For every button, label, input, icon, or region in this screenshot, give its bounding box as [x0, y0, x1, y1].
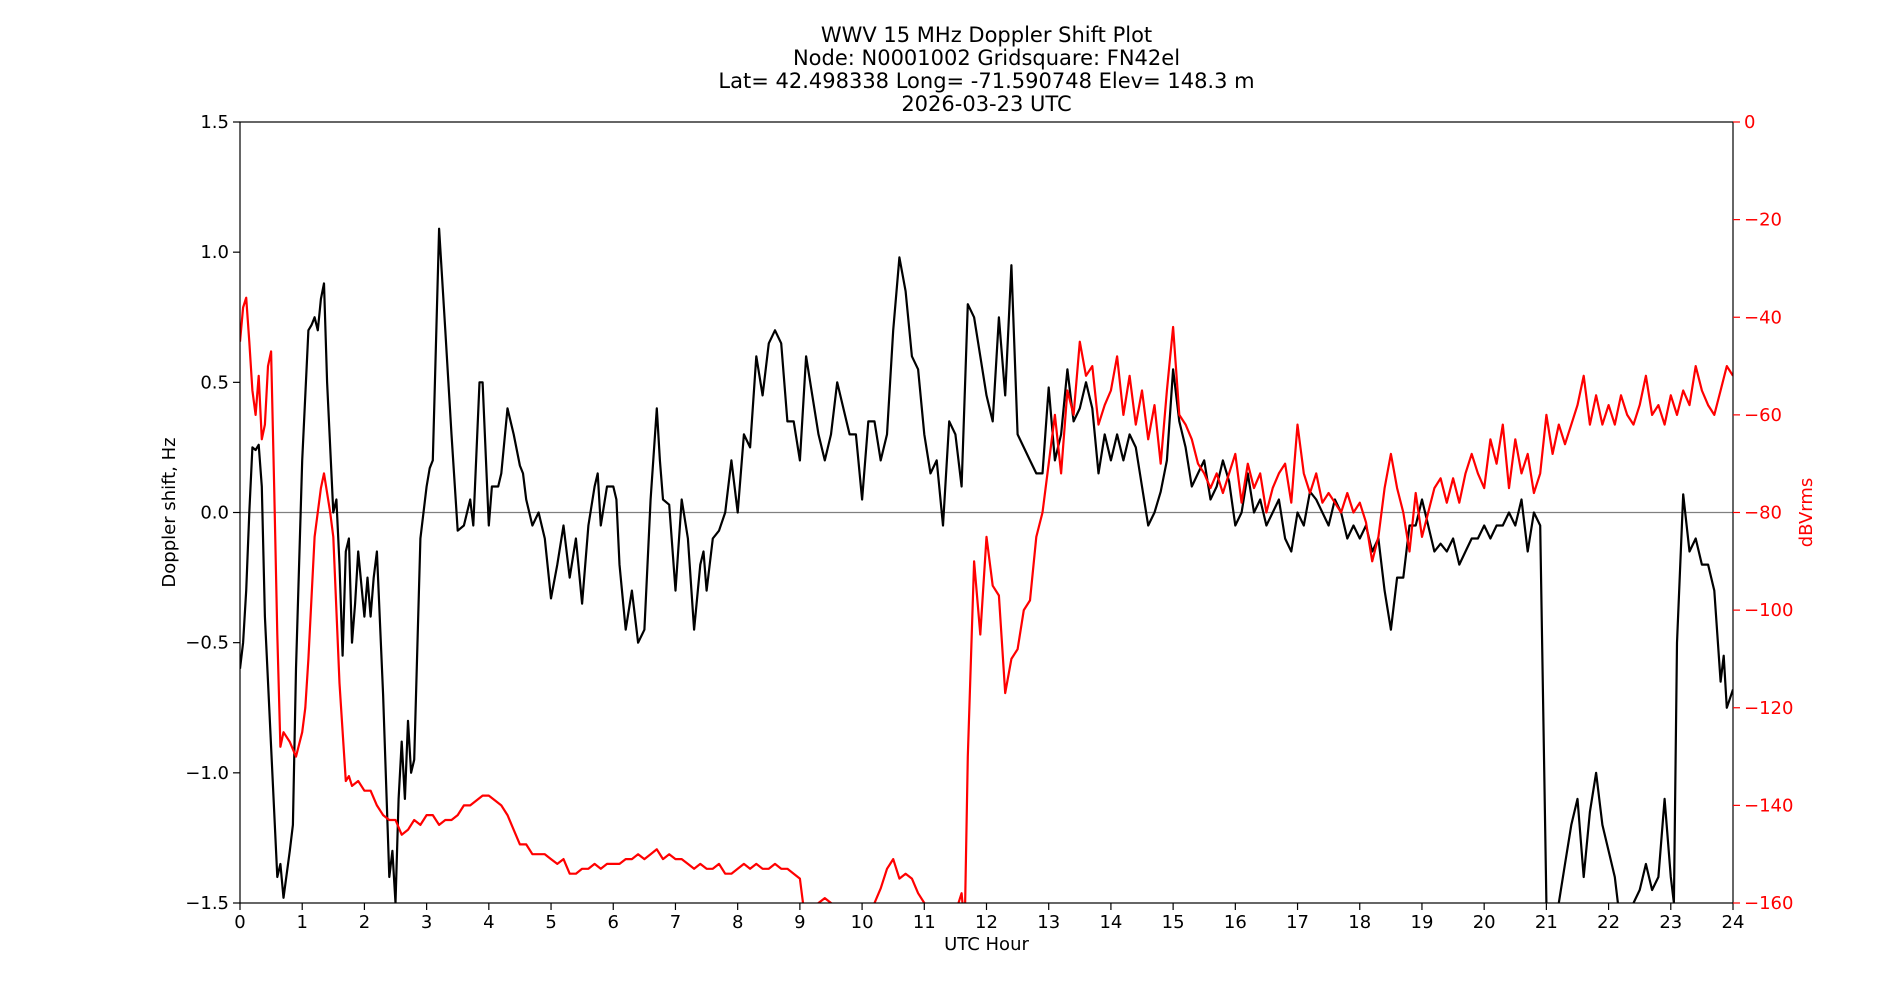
- series-layer: [240, 227, 1733, 903]
- x-tick-label-1: 1: [296, 912, 307, 933]
- y-axis-left: 1.5 1.0 0.5 0.0 −0.5 −1.0 −1.5: [185, 112, 240, 914]
- x-tick-label-3: 3: [421, 912, 432, 933]
- x-axis: 0 1 2 3 4 5 6 7 8 9 10 11 12 13 14 15 16 17 18 19 20 21 22 23 24: [234, 903, 1744, 933]
- y-axis-label-left: Doppler shift, Hz: [159, 437, 180, 587]
- y-right-tick-label: −20: [1744, 210, 1782, 231]
- x-tick-label-4: 4: [483, 912, 494, 933]
- y-right-tick-label: −80: [1744, 503, 1782, 524]
- x-tick-label-23: 23: [1659, 912, 1682, 933]
- y-right-tick-label: −100: [1744, 600, 1793, 621]
- y-axis-right: 0 −20 −40 −60 −80 −100 −120 −140 −160: [1733, 112, 1793, 914]
- x-tick-label-19: 19: [1411, 912, 1434, 933]
- y-right-tick-label: −60: [1744, 405, 1782, 426]
- y-left-tick-label: 1.0: [200, 242, 229, 263]
- x-tick-label-18: 18: [1348, 912, 1371, 933]
- x-tick-label-0: 0: [234, 912, 245, 933]
- y-left-tick-label: 1.5: [200, 112, 229, 133]
- y-axis-label-right: dBVrms: [1796, 478, 1817, 548]
- x-tick-label-21: 21: [1535, 912, 1558, 933]
- y-left-tick-label: 0.5: [200, 372, 229, 393]
- power-series-line: [240, 296, 1733, 903]
- title-line-1: WWV 15 MHz Doppler Shift Plot: [821, 23, 1152, 47]
- y-left-tick-label: −1.5: [185, 893, 229, 914]
- x-tick-label-24: 24: [1722, 912, 1745, 933]
- x-tick-label-7: 7: [670, 912, 681, 933]
- x-tick-label-9: 9: [794, 912, 805, 933]
- title-line-2: Node: N0001002 Gridsquare: FN42el: [793, 46, 1180, 70]
- y-left-tick-label: −1.0: [185, 763, 229, 784]
- y-left-tick-label: −0.5: [185, 633, 229, 654]
- x-tick-label-20: 20: [1473, 912, 1496, 933]
- x-tick-label-12: 12: [975, 912, 998, 933]
- x-tick-label-22: 22: [1597, 912, 1620, 933]
- title-line-3: Lat= 42.498338 Long= -71.590748 Elev= 14…: [718, 69, 1254, 93]
- y-left-tick-label: 0.0: [200, 503, 229, 524]
- y-right-tick-label: −40: [1744, 307, 1782, 328]
- x-tick-label-11: 11: [913, 912, 936, 933]
- x-tick-label-6: 6: [608, 912, 619, 933]
- x-tick-label-5: 5: [545, 912, 556, 933]
- x-tick-label-10: 10: [851, 912, 874, 933]
- title-line-4: 2026-03-23 UTC: [901, 92, 1071, 116]
- doppler-series-line: [240, 227, 1733, 903]
- x-tick-label-2: 2: [359, 912, 370, 933]
- x-tick-label-8: 8: [732, 912, 743, 933]
- y-right-tick-label: −120: [1744, 698, 1793, 719]
- x-tick-label-16: 16: [1224, 912, 1247, 933]
- y-right-tick-label: −160: [1744, 893, 1793, 914]
- x-tick-label-15: 15: [1162, 912, 1185, 933]
- x-axis-label: UTC Hour: [944, 934, 1029, 955]
- x-tick-label-13: 13: [1037, 912, 1060, 933]
- y-right-tick-label: 0: [1744, 112, 1755, 133]
- y-right-tick-label: −140: [1744, 795, 1793, 816]
- x-tick-label-14: 14: [1099, 912, 1122, 933]
- x-tick-label-17: 17: [1286, 912, 1309, 933]
